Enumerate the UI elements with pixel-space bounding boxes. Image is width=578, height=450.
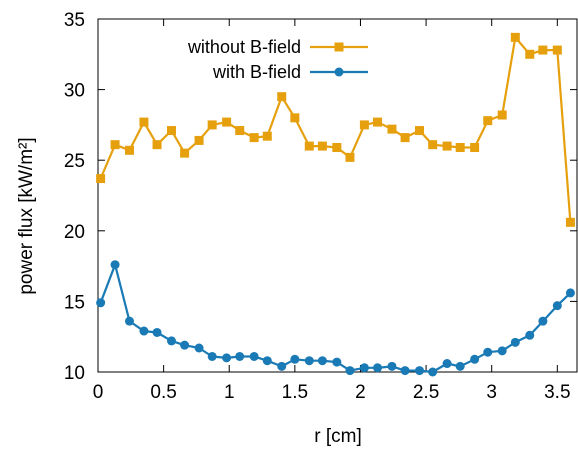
data-point xyxy=(497,110,507,120)
data-point xyxy=(207,120,217,130)
legend-marker xyxy=(334,42,344,52)
data-point xyxy=(222,117,232,127)
y-tick-label: 35 xyxy=(64,10,85,31)
data-point xyxy=(483,116,493,126)
data-point xyxy=(345,152,355,162)
data-point xyxy=(497,346,507,356)
data-point xyxy=(317,356,327,366)
data-point xyxy=(166,336,176,346)
data-point xyxy=(442,359,452,369)
x-tick-label: 1 xyxy=(224,382,235,403)
y-tick-label: 30 xyxy=(64,81,85,102)
data-point xyxy=(304,356,314,366)
data-point xyxy=(552,301,562,311)
data-point xyxy=(552,45,562,55)
x-tick-label: 3.5 xyxy=(544,382,570,403)
data-point xyxy=(222,353,232,363)
axes: 0 0.5 1 1.5 2 2.5 3 3.5 10 15 20 25 30 35 xyxy=(64,10,578,403)
legend-label: without B-field xyxy=(187,37,301,57)
series-line xyxy=(99,263,572,374)
data-point xyxy=(110,140,120,150)
data-point xyxy=(277,92,287,102)
x-tick-label: 2.5 xyxy=(413,382,439,403)
data-point xyxy=(538,316,548,326)
legend-label: with B-field xyxy=(212,62,301,82)
y-tick-label: 10 xyxy=(64,363,85,384)
data-point xyxy=(470,354,480,364)
data-point xyxy=(262,356,272,366)
data-point xyxy=(139,326,149,336)
data-point xyxy=(455,142,465,152)
data-point xyxy=(124,316,134,326)
data-point xyxy=(400,133,410,143)
y-axis-label: power flux [kW/m²] xyxy=(16,137,37,294)
data-point xyxy=(373,363,383,373)
data-point xyxy=(235,126,245,136)
x-axis-label: r [cm] xyxy=(314,426,362,447)
data-point xyxy=(207,351,217,361)
data-point xyxy=(152,327,162,337)
series-layer xyxy=(96,32,575,377)
data-point xyxy=(345,366,355,376)
data-point xyxy=(428,140,438,150)
data-point xyxy=(277,361,287,371)
data-point xyxy=(317,141,327,151)
data-point xyxy=(525,330,535,340)
data-point xyxy=(290,354,300,364)
data-point xyxy=(332,357,342,367)
data-point xyxy=(249,351,259,361)
data-point xyxy=(538,45,548,55)
data-point xyxy=(373,117,383,127)
data-point xyxy=(249,133,259,143)
data-point xyxy=(304,141,314,151)
legend-marker xyxy=(334,67,344,77)
series-without-b-field xyxy=(96,32,575,227)
data-point xyxy=(387,361,397,371)
y-tick-label: 25 xyxy=(64,151,85,172)
x-tick-label: 0 xyxy=(93,382,104,403)
data-point xyxy=(180,148,190,158)
data-point xyxy=(194,135,204,145)
y-tick-label: 20 xyxy=(64,222,85,243)
data-point xyxy=(400,366,410,376)
data-point xyxy=(359,363,369,373)
x-tick-label: 2 xyxy=(355,382,366,403)
data-point xyxy=(332,142,342,152)
legend: without B-field with B-field xyxy=(187,37,368,82)
data-point xyxy=(96,174,106,184)
data-point xyxy=(510,32,520,42)
data-point xyxy=(96,298,106,308)
data-point xyxy=(262,131,272,141)
data-point xyxy=(442,141,452,151)
data-point xyxy=(565,217,575,227)
series-with-b-field xyxy=(96,260,575,377)
y-tick-label: 15 xyxy=(64,292,85,313)
data-point xyxy=(415,366,425,376)
data-point xyxy=(525,49,535,59)
data-point xyxy=(483,347,493,357)
data-point xyxy=(455,361,465,371)
data-point xyxy=(152,140,162,150)
data-point xyxy=(428,367,438,377)
data-point xyxy=(166,126,176,136)
data-point xyxy=(387,124,397,134)
data-point xyxy=(180,340,190,350)
x-tick-label: 3 xyxy=(486,382,497,403)
data-point xyxy=(235,351,245,361)
data-point xyxy=(194,343,204,353)
data-point xyxy=(510,337,520,347)
data-point xyxy=(565,288,575,298)
data-point xyxy=(359,120,369,130)
data-point xyxy=(470,142,480,152)
data-point xyxy=(124,145,134,155)
data-point xyxy=(110,260,120,270)
data-point xyxy=(415,126,425,136)
data-point xyxy=(139,117,149,127)
x-tick-label: 1.5 xyxy=(282,382,308,403)
data-point xyxy=(290,113,300,123)
x-tick-label: 0.5 xyxy=(150,382,176,403)
plot-frame xyxy=(97,18,578,373)
